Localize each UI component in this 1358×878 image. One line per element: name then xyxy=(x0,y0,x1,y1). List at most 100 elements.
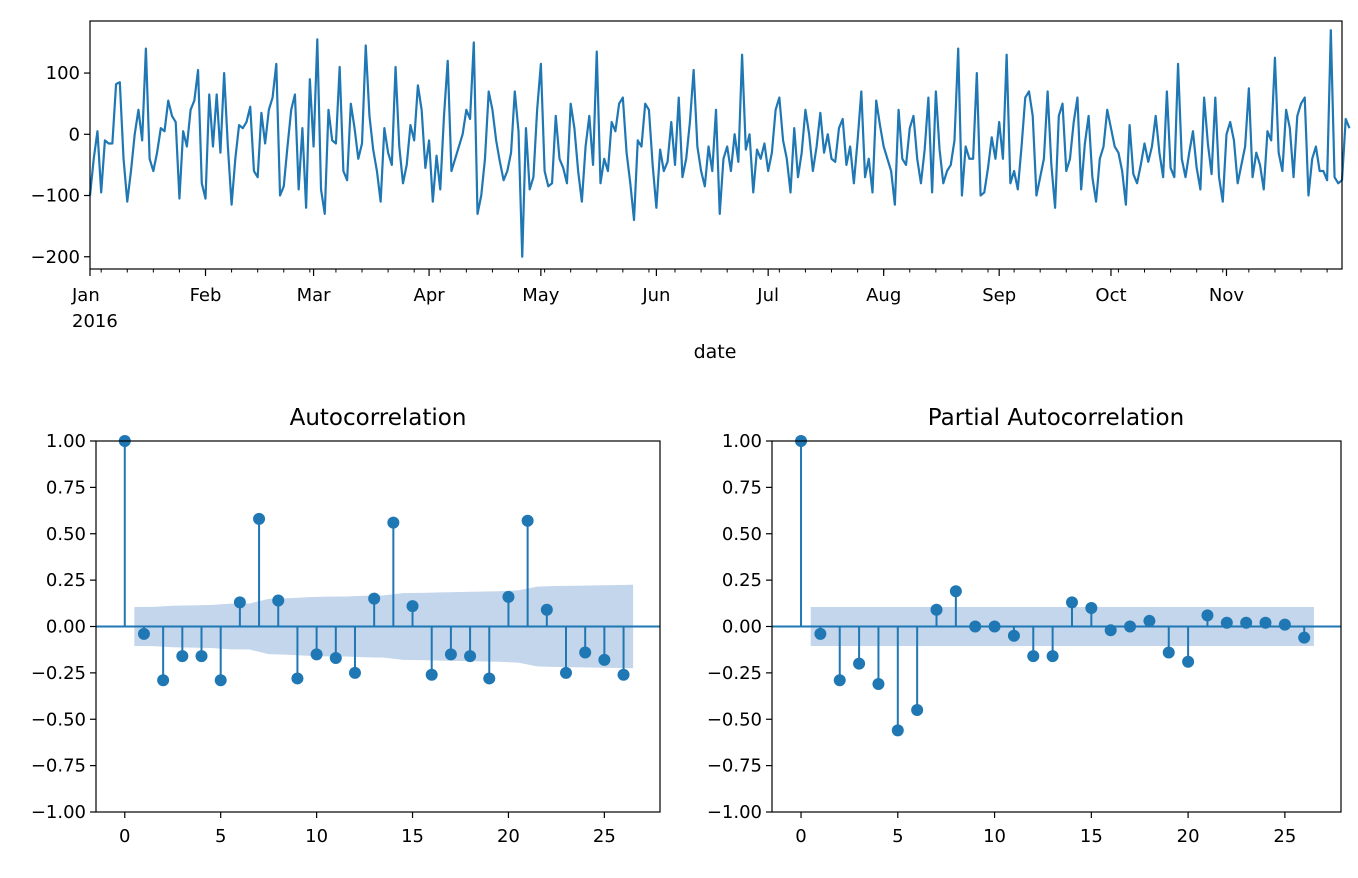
pacf-point xyxy=(1143,614,1156,627)
pacf-y-tick-label: 0.25 xyxy=(722,570,762,591)
pacf-y-tick-label: 0.75 xyxy=(722,477,762,498)
pacf-point xyxy=(1298,631,1311,644)
acf-point xyxy=(483,672,496,685)
acf-y-tick-label: 0.00 xyxy=(46,617,86,638)
time-series-x-tick-label: Aug xyxy=(866,285,901,306)
pacf-point xyxy=(969,620,982,633)
pacf-point xyxy=(853,657,866,670)
pacf-y-tick-label: −0.50 xyxy=(707,709,762,730)
pacf-point xyxy=(911,703,924,716)
acf-point xyxy=(195,650,208,663)
pacf-point xyxy=(1124,620,1137,633)
time-series-y-tick-label: −100 xyxy=(31,186,80,207)
acf-y-tick-label: −0.25 xyxy=(31,663,86,684)
acf-point xyxy=(310,648,323,661)
pacf-point xyxy=(1201,609,1214,622)
time-series-plot-area xyxy=(88,20,1351,270)
pacf-point xyxy=(1259,616,1272,629)
acf-point xyxy=(214,674,227,687)
acf-x-tick-label: 5 xyxy=(215,826,226,847)
pacf-y-tick-label: −0.25 xyxy=(707,663,762,684)
pacf-point xyxy=(988,620,1001,633)
acf-x-tick-label: 10 xyxy=(305,826,328,847)
acf-point xyxy=(233,596,246,609)
time-series-panel: Jan 2016 Feb Mar Apr May Jun Jul Aug Sep Oct Nov 10… xyxy=(31,20,1351,363)
acf-point xyxy=(291,672,304,685)
time-series-y-tick-label: 0 xyxy=(69,124,80,145)
pacf-point xyxy=(891,724,904,737)
pacf-point xyxy=(1104,624,1117,637)
time-series-y-ticks: 100 0 −100 −200 xyxy=(31,63,90,268)
acf-point xyxy=(137,627,150,640)
pacf-point xyxy=(1240,616,1253,629)
acf-y-tick-label: 1.00 xyxy=(46,431,86,452)
acf-point xyxy=(598,653,611,666)
time-series-x-tick-label: Mar xyxy=(297,285,332,306)
acf-y-tick-label: −0.75 xyxy=(31,756,86,777)
pacf-point xyxy=(1007,629,1020,642)
time-series-y-tick-label: −200 xyxy=(31,247,80,268)
pacf-plot-area xyxy=(771,435,1342,813)
acf-point xyxy=(348,666,361,679)
time-series-x-tick-label: Apr xyxy=(414,285,446,306)
acf-point xyxy=(253,512,266,525)
pacf-title: Partial Autocorrelation xyxy=(928,405,1184,431)
acf-point xyxy=(617,668,630,681)
acf-point xyxy=(464,650,477,663)
acf-point xyxy=(444,648,457,661)
pacf-x-ticks: 0 5 10 15 20 25 xyxy=(795,812,1296,847)
acf-point xyxy=(157,674,170,687)
acf-point xyxy=(387,516,400,529)
acf-point xyxy=(560,666,572,679)
pacf-point xyxy=(1162,646,1175,659)
acf-point xyxy=(540,603,553,616)
pacf-y-tick-label: 0.00 xyxy=(722,617,762,638)
acf-point xyxy=(272,594,285,607)
time-series-frame xyxy=(89,20,1343,270)
pacf-panel: Partial Autocorrelation 0 5 10 15 20 25 1.00 0… xyxy=(707,405,1342,847)
pacf-point xyxy=(833,674,846,687)
pacf-point xyxy=(1027,650,1040,663)
pacf-point xyxy=(872,678,885,691)
acf-y-tick-label: 0.50 xyxy=(46,524,86,545)
time-series-line xyxy=(88,29,1351,258)
pacf-x-tick-label: 15 xyxy=(1080,826,1103,847)
acf-y-tick-label: 0.75 xyxy=(46,477,86,498)
time-series-x-ticks: Jan 2016 Feb Mar Apr May Jun Jul Aug Sep Oct Nov xyxy=(71,269,1328,332)
pacf-y-tick-label: 1.00 xyxy=(722,431,762,452)
acf-point xyxy=(176,650,189,663)
pacf-point xyxy=(1085,601,1098,614)
acf-x-tick-label: 25 xyxy=(593,826,616,847)
pacf-x-tick-label: 0 xyxy=(795,826,806,847)
pacf-y-ticks: 1.00 0.75 0.50 0.25 0.00 −0.25 −0.50 −0.75 −1.00 xyxy=(707,431,772,823)
acf-point xyxy=(329,652,342,665)
acf-point xyxy=(368,592,381,605)
time-series-x-tick-label: Jul xyxy=(756,285,779,306)
pacf-point xyxy=(1220,616,1233,629)
acf-x-tick-label: 0 xyxy=(119,826,130,847)
pacf-x-tick-label: 25 xyxy=(1273,826,1296,847)
time-series-x-tick-label: Nov xyxy=(1209,285,1244,306)
pacf-x-tick-label: 10 xyxy=(983,826,1006,847)
time-series-x-tick-label: Jan xyxy=(71,285,100,306)
time-series-x-tick-label: Jun xyxy=(641,285,670,306)
acf-y-tick-label: 0.25 xyxy=(46,570,86,591)
time-series-y-tick-label: 100 xyxy=(46,63,80,84)
acf-y-ticks: 1.00 0.75 0.50 0.25 0.00 −0.25 −0.50 −0.75 −1.00 xyxy=(31,431,96,823)
time-series-x-tick-label: May xyxy=(522,285,560,306)
time-series-x-tick-label: Feb xyxy=(190,285,222,306)
time-series-x-axis-label: date xyxy=(694,341,737,363)
acf-point xyxy=(579,646,592,659)
pacf-point xyxy=(1278,618,1291,631)
pacf-point xyxy=(814,627,827,640)
acf-panel: Autocorrelation 0 5 10 15 20 25 1.00 0.75 0.50 0… xyxy=(31,405,661,847)
pacf-x-tick-label: 5 xyxy=(892,826,903,847)
pacf-point xyxy=(1182,655,1195,668)
pacf-point xyxy=(1065,596,1078,609)
pacf-point xyxy=(949,585,962,598)
pacf-y-tick-label: −0.75 xyxy=(707,756,762,777)
acf-point xyxy=(521,514,534,527)
acf-y-tick-label: −1.00 xyxy=(31,802,86,823)
acf-point xyxy=(406,600,419,613)
